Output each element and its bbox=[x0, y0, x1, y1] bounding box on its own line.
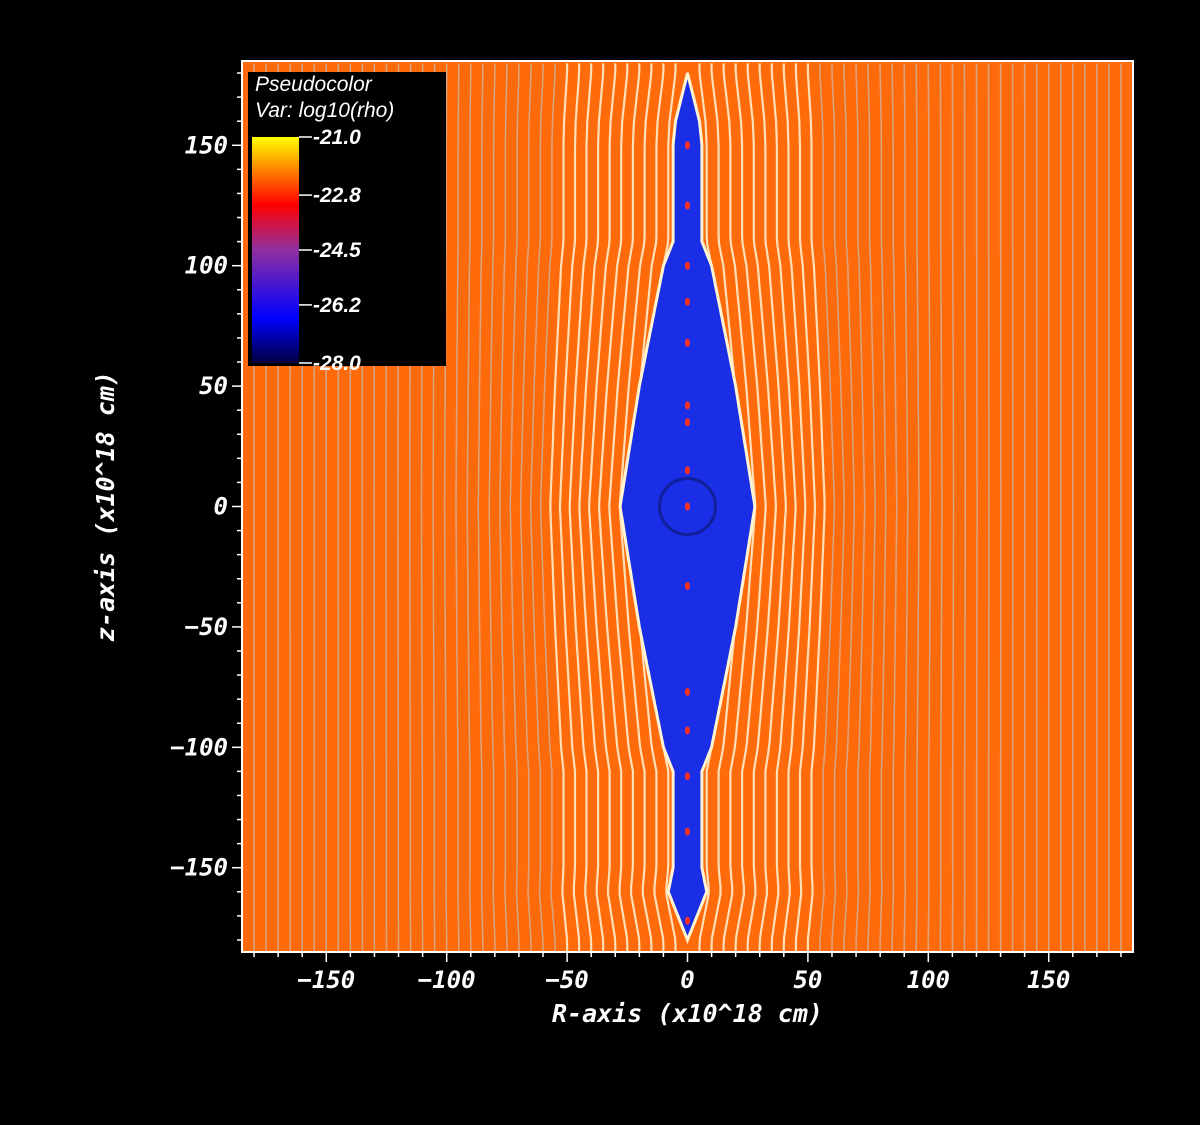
y-tick-label: 50 bbox=[199, 372, 228, 400]
field-line bbox=[770, 63, 797, 952]
field-line bbox=[879, 63, 887, 952]
field-line bbox=[963, 63, 967, 952]
jet-knot bbox=[685, 772, 690, 781]
jet-knot bbox=[685, 401, 690, 410]
field-line bbox=[987, 63, 990, 952]
x-axis: −150 −100 −50 0 50 100 150 bbox=[253, 952, 1122, 994]
jet-knot bbox=[685, 726, 690, 735]
legend-tick-label: -26.2 bbox=[313, 294, 361, 317]
field-line bbox=[539, 63, 556, 952]
field-line bbox=[578, 63, 605, 952]
y-tick-label: −150 bbox=[170, 854, 228, 882]
jet-knot bbox=[685, 418, 690, 427]
jet-knot bbox=[685, 297, 690, 306]
y-axis-label: z-axis (x10^18 cm) bbox=[91, 371, 120, 642]
field-line bbox=[855, 63, 866, 952]
jet-knot bbox=[685, 466, 690, 475]
legend-tick-label: -21.0 bbox=[313, 126, 361, 149]
field-line bbox=[529, 63, 544, 952]
field-line bbox=[975, 63, 978, 952]
field-line bbox=[488, 63, 496, 952]
x-axis-label: R-axis (x10^18 cm) bbox=[552, 999, 823, 1028]
field-line bbox=[831, 63, 846, 952]
legend-tick-label: -24.5 bbox=[313, 239, 361, 262]
y-tick-label: 0 bbox=[214, 493, 228, 521]
field-line bbox=[558, 63, 581, 952]
core-ring bbox=[658, 477, 717, 536]
y-tick-label: 150 bbox=[185, 131, 228, 159]
field-line bbox=[443, 63, 448, 952]
field-line bbox=[794, 63, 817, 952]
y-tick-label: 100 bbox=[185, 252, 228, 280]
field-line bbox=[951, 63, 955, 952]
x-tick-label: 150 bbox=[1027, 966, 1070, 994]
field-lines bbox=[242, 63, 1133, 952]
field-line bbox=[927, 63, 932, 952]
x-tick-label: −100 bbox=[418, 966, 476, 994]
field-line bbox=[455, 63, 460, 952]
field-line bbox=[758, 63, 787, 952]
jet-knot bbox=[685, 141, 690, 150]
x-tick-label: −50 bbox=[545, 966, 588, 994]
field-line bbox=[499, 63, 508, 952]
jet-knot bbox=[685, 916, 690, 925]
field-line bbox=[608, 63, 641, 952]
x-tick-label: −150 bbox=[297, 966, 355, 994]
field-line bbox=[819, 63, 836, 952]
jet-knot bbox=[685, 502, 690, 511]
field-line bbox=[734, 63, 767, 952]
field-line bbox=[588, 63, 617, 952]
legend: Pseudocolor Var: log10(rho) -21.0-22.8-2… bbox=[248, 72, 446, 375]
field-line bbox=[867, 63, 876, 952]
field-line bbox=[782, 63, 807, 952]
cavity-rim bbox=[618, 72, 757, 945]
legend-tick-label: -28.0 bbox=[313, 352, 361, 375]
field-line bbox=[806, 63, 826, 952]
legend-tick-label: -22.8 bbox=[313, 184, 361, 207]
y-tick-label: −50 bbox=[185, 613, 228, 641]
x-tick-label: 0 bbox=[680, 966, 694, 994]
field-line bbox=[466, 63, 472, 952]
jet-knot bbox=[685, 338, 690, 347]
jet-knot bbox=[685, 827, 690, 836]
legend-title: Pseudocolor bbox=[255, 73, 373, 96]
field-line bbox=[549, 63, 569, 952]
field-line bbox=[568, 63, 593, 952]
field-line bbox=[519, 63, 532, 952]
legend-variable: Var: log10(rho) bbox=[255, 99, 394, 122]
field-line bbox=[597, 63, 629, 952]
legend-ticks: -21.0 -22.8 -24.5 -26.2 -28.0 bbox=[299, 126, 361, 375]
jet-knot bbox=[685, 687, 690, 696]
jet-knot bbox=[685, 261, 690, 270]
y-tick-label: −100 bbox=[170, 733, 228, 761]
field-line bbox=[915, 63, 920, 952]
jet-knots bbox=[658, 141, 717, 925]
jet-knot bbox=[685, 581, 690, 590]
field-line bbox=[903, 63, 909, 952]
x-tick-label: 100 bbox=[907, 966, 950, 994]
colorbar bbox=[252, 137, 299, 363]
jet-knot bbox=[685, 201, 690, 210]
field-line bbox=[746, 63, 778, 952]
y-axis: −150 −100 −50 0 50 100 150 bbox=[170, 72, 242, 941]
field-line bbox=[939, 63, 943, 952]
x-tick-label: 50 bbox=[793, 966, 822, 994]
field-line bbox=[509, 63, 520, 952]
field-line bbox=[477, 63, 484, 952]
field-line bbox=[891, 63, 898, 952]
field-line bbox=[843, 63, 856, 952]
